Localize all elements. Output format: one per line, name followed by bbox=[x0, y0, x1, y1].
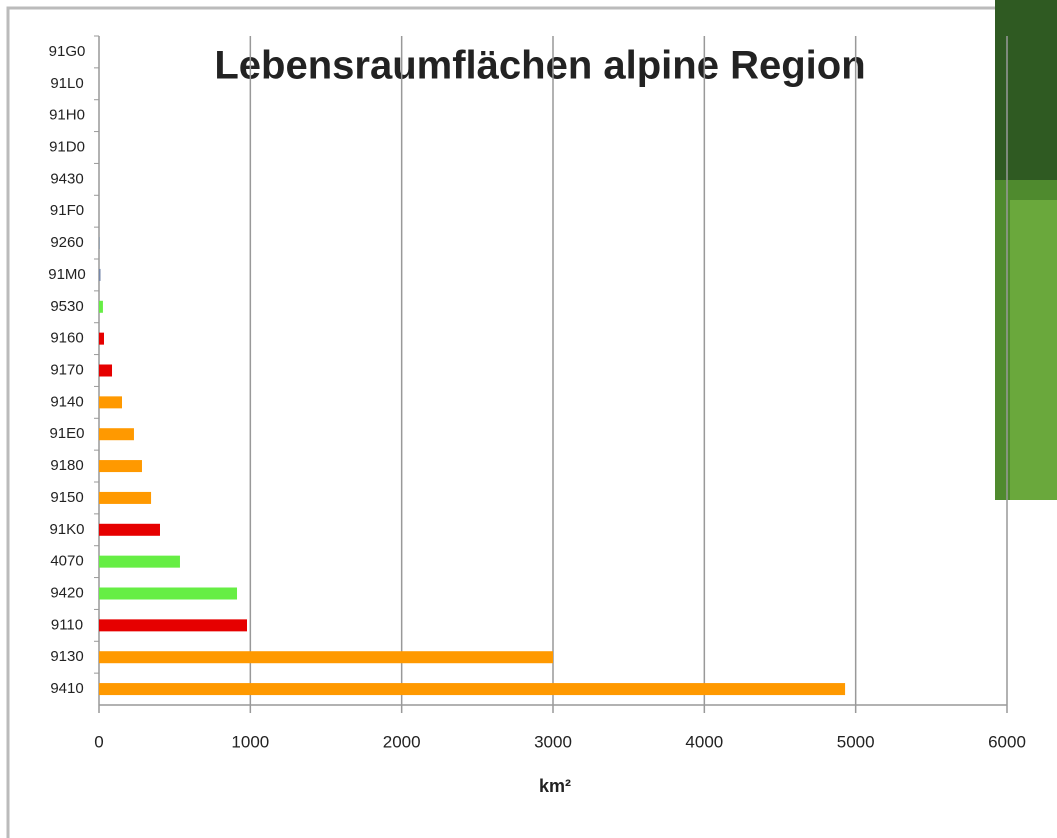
chart: Lebensraumflächen alpine Region km² 0 100… bbox=[0, 0, 1057, 838]
photo-shade bbox=[995, 0, 1057, 180]
bar bbox=[99, 651, 553, 663]
y-tick-label: 9140 bbox=[50, 393, 83, 410]
y-tick-label: 91L0 bbox=[50, 75, 83, 92]
y-tick-label: 91E0 bbox=[49, 425, 84, 442]
bar bbox=[99, 237, 100, 249]
x-tick-label: 0 bbox=[94, 732, 103, 751]
bar bbox=[99, 619, 247, 631]
x-tick-label: 5000 bbox=[837, 732, 875, 751]
y-tick-label: 91F0 bbox=[50, 202, 84, 219]
x-axis-label: km² bbox=[539, 776, 571, 796]
photo-light bbox=[1010, 200, 1057, 500]
y-tick-label: 91M0 bbox=[48, 266, 86, 283]
chart-title: Lebensraumflächen alpine Region bbox=[214, 44, 865, 88]
y-tick-label: 4070 bbox=[50, 553, 83, 570]
bar bbox=[99, 524, 160, 536]
y-tick-label: 9410 bbox=[50, 680, 83, 697]
x-tick-label: 3000 bbox=[534, 732, 572, 751]
bar bbox=[99, 396, 122, 408]
bar bbox=[99, 588, 237, 600]
bar bbox=[99, 269, 101, 281]
bar bbox=[99, 683, 845, 695]
x-tick-label: 2000 bbox=[383, 732, 421, 751]
y-tick-label: 9130 bbox=[50, 648, 83, 665]
y-tick-label: 91G0 bbox=[49, 43, 86, 60]
frame bbox=[8, 8, 1057, 838]
page: {"chart_data": {"type": "bar", "orientat… bbox=[0, 0, 1057, 838]
x-tick-label: 6000 bbox=[988, 732, 1026, 751]
y-tick-label: 9530 bbox=[50, 298, 83, 315]
bar bbox=[99, 460, 142, 472]
y-tick-label: 91H0 bbox=[49, 107, 85, 124]
y-tick-label: 91D0 bbox=[49, 138, 85, 155]
bar bbox=[99, 333, 104, 345]
y-tick-label: 9260 bbox=[50, 234, 83, 251]
bar bbox=[99, 428, 134, 440]
y-tick-label: 9180 bbox=[50, 457, 83, 474]
bar bbox=[99, 301, 103, 313]
y-tick-label: 9170 bbox=[50, 361, 83, 378]
x-tick-label: 1000 bbox=[231, 732, 269, 751]
x-tick-label: 4000 bbox=[685, 732, 723, 751]
y-tick-label: 9430 bbox=[50, 170, 83, 187]
bar bbox=[99, 556, 180, 568]
y-tick-label: 9420 bbox=[50, 584, 83, 601]
y-tick-label: 91K0 bbox=[49, 521, 84, 538]
y-tick-label: 9110 bbox=[51, 616, 83, 633]
y-tick-label: 9160 bbox=[50, 330, 83, 347]
y-tick-label: 9150 bbox=[50, 489, 83, 506]
bar bbox=[99, 365, 112, 377]
bar bbox=[99, 492, 151, 504]
